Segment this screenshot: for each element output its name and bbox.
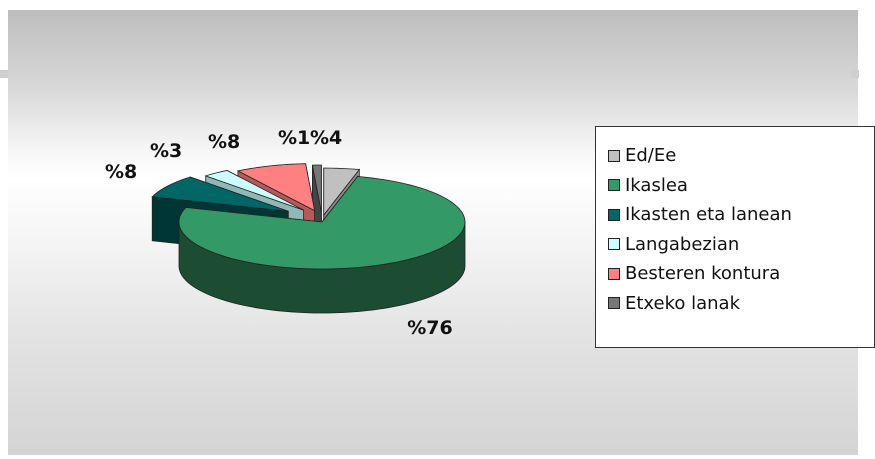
slice-label-1: %76: [407, 317, 452, 339]
legend-swatch: [608, 267, 620, 280]
legend: Ed/Ee Ikaslea Ikasten eta lanean Langabezia…: [595, 126, 875, 348]
legend-label: Ikasten eta lanean: [625, 204, 792, 226]
pie-slice-4: [236, 163, 316, 212]
legend-item: Ikasten eta lanean: [608, 200, 874, 230]
legend-item: Etxeko lanak: [608, 289, 874, 319]
pie-slice-0: [323, 167, 361, 217]
legend-item: Besteren kontura: [608, 259, 874, 289]
legend-swatch: [608, 208, 620, 221]
pie-slice-5: [311, 164, 322, 213]
legend-label: Ikaslea: [625, 174, 688, 196]
slice-label-5: %1: [278, 127, 310, 149]
legend-label: Langabezian: [625, 233, 740, 255]
legend-swatch: [608, 179, 620, 192]
pie-top-faces: [151, 163, 466, 270]
right-edge-mark: [851, 70, 859, 78]
slice-label-3: %3: [150, 140, 182, 162]
legend-swatch: [608, 149, 620, 162]
legend-item: Ikaslea: [608, 171, 874, 201]
slice-label-0: %4: [310, 127, 342, 149]
pie-slice-1: [178, 176, 466, 270]
legend-label: Etxeko lanak: [625, 292, 741, 314]
legend-item: Langabezian: [608, 230, 874, 260]
pie-slice-2: [151, 176, 289, 212]
slice-label-2: %8: [105, 161, 137, 183]
legend-item: Ed/Ee: [608, 141, 874, 171]
legend-label: Besteren kontura: [625, 263, 781, 285]
legend-label: Ed/Ee: [625, 145, 677, 167]
left-edge-mark: [0, 70, 8, 78]
slice-label-4: %8: [208, 131, 240, 153]
legend-swatch: [608, 238, 620, 251]
pie-slice-3: [204, 170, 304, 211]
legend-swatch: [608, 297, 620, 310]
